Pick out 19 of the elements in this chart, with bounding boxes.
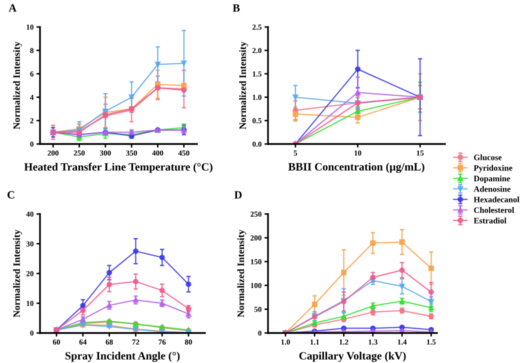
chart-title: A xyxy=(8,4,17,12)
x-axis-title: Capillary Voltage (kV) xyxy=(299,352,406,362)
legend-label: Dopamine xyxy=(474,175,510,184)
legend-label: Pyridoxine xyxy=(474,164,512,173)
legend-label: Estradiol xyxy=(474,218,506,224)
x-axis-title: BBII Concentration (µg/mL) xyxy=(288,162,424,173)
legend-label: Adenosine xyxy=(474,186,510,192)
chart-title: B xyxy=(232,4,240,12)
legend-label: Cholesterol xyxy=(474,207,514,213)
y-axis-title: Normalized Intensity xyxy=(237,230,246,318)
chart-title: C xyxy=(8,191,14,199)
chart-title: D xyxy=(234,191,242,199)
x-axis-title: Heated Transfer Line Temperature (°C) xyxy=(24,162,212,173)
legend-label: Hexadecanol xyxy=(474,196,520,202)
y-axis-title: Normalized Intensity xyxy=(13,42,22,130)
legend-label: Glucose xyxy=(474,154,502,160)
x-axis-title: Spray Incident Angle (°) xyxy=(65,352,180,362)
y-axis-title: Normalized Intensity xyxy=(239,42,248,130)
y-axis-title: Normalized Intensity xyxy=(13,230,22,318)
